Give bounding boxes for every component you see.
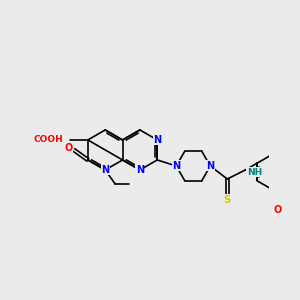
- Text: N: N: [136, 165, 144, 175]
- Text: NH: NH: [247, 168, 262, 177]
- Text: COOH: COOH: [33, 135, 63, 144]
- Text: N: N: [153, 135, 161, 145]
- Text: N: N: [172, 161, 180, 171]
- Text: O: O: [273, 205, 281, 214]
- Text: S: S: [224, 195, 231, 205]
- Text: N: N: [101, 165, 109, 175]
- Text: N: N: [206, 161, 214, 171]
- Text: O: O: [64, 143, 73, 153]
